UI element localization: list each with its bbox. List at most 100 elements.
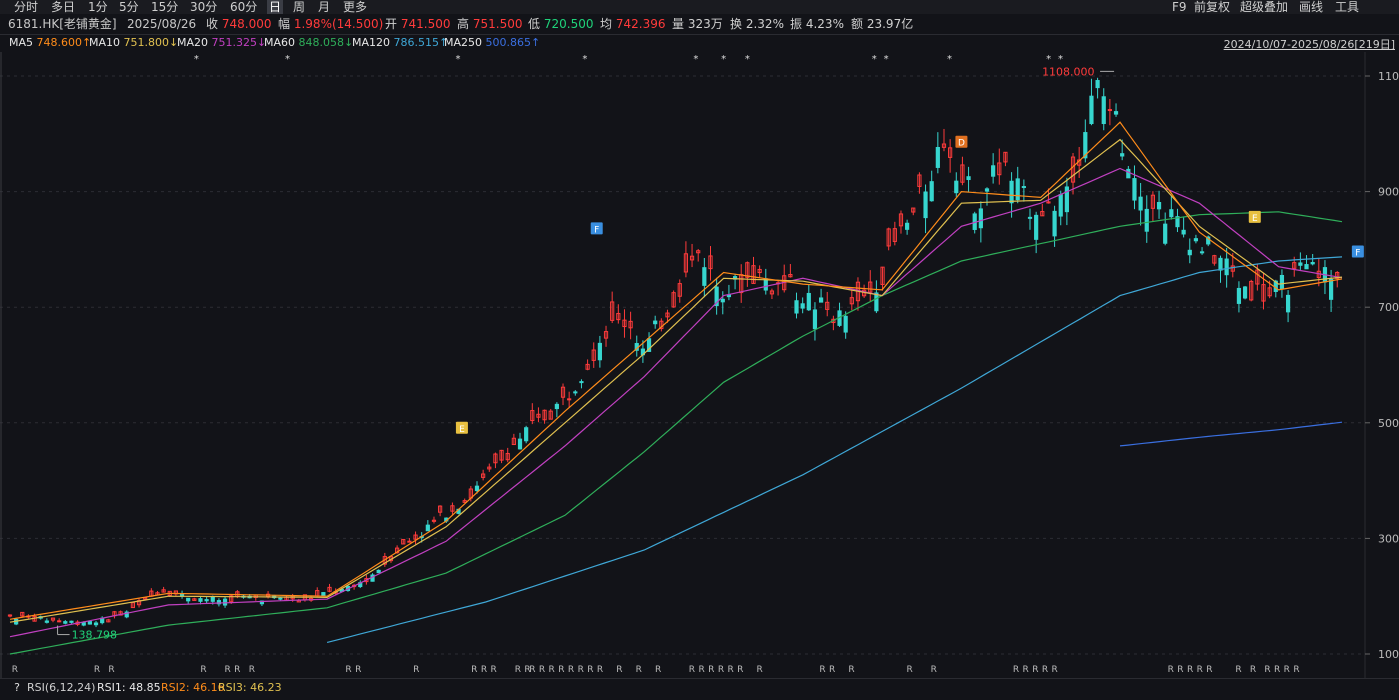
candle-body (44, 620, 49, 623)
candle-body (450, 505, 455, 512)
candle-body (941, 143, 947, 148)
candle-body (321, 592, 326, 596)
tab-monthly[interactable]: 月 (318, 0, 331, 14)
top-marker: * (285, 54, 290, 65)
candle-body (487, 466, 492, 470)
signal-label: E (459, 425, 465, 435)
tab-intraday[interactable]: 分时 (14, 0, 39, 14)
quote-date: 2025/08/26 (127, 17, 197, 31)
bottom-marker: R (94, 665, 100, 675)
candle-body (438, 505, 443, 513)
y-tick-label: 900 (1378, 186, 1399, 199)
candle-body (745, 262, 750, 278)
top-marker: * (693, 54, 698, 65)
candle-body (616, 313, 621, 321)
tab-5min[interactable]: 5分 (119, 0, 139, 14)
ma20-line (9, 167, 1343, 638)
top-marker: * (947, 54, 952, 65)
tab-30min[interactable]: 30分 (190, 0, 218, 14)
tab-daily[interactable]: 日 (267, 0, 284, 14)
signal-label: F (594, 225, 599, 235)
close-value: 748.000 (221, 17, 272, 31)
draw-button[interactable]: 画线 (1299, 0, 1324, 14)
signal-marker (590, 222, 603, 235)
candle-body (991, 165, 996, 177)
bottom-marker: R (345, 665, 351, 675)
tab-more[interactable]: 更多 (343, 0, 368, 14)
candle-body (481, 473, 486, 478)
candle-body (1138, 196, 1143, 211)
candle-body (800, 303, 805, 309)
tab-15min[interactable]: 15分 (151, 0, 179, 14)
candle-body (493, 453, 498, 464)
candle-body (794, 300, 799, 314)
candle-body (825, 301, 830, 310)
candle-body (407, 540, 412, 543)
bottom-marker: R (931, 665, 937, 675)
candle-body (1052, 210, 1057, 237)
candle-body (87, 621, 92, 625)
help-icon[interactable]: ? (14, 681, 20, 694)
tools-button[interactable]: 工具 (1335, 0, 1360, 14)
overlay-button[interactable]: 超级叠加 (1240, 0, 1289, 14)
ma5-line (9, 121, 1343, 620)
quote-info-bar: 6181.HK[老铺黄金] 2025/08/26 收 748.000 幅 1.9… (0, 15, 1399, 33)
tab-weekly[interactable]: 周 (293, 0, 306, 14)
tab-multiday[interactable]: 多日 (51, 0, 76, 14)
ma120-line (326, 256, 1343, 643)
candle-body (843, 315, 848, 333)
candle-body (573, 391, 578, 394)
indicator-name[interactable]: RSI(6,12,24) (27, 681, 96, 694)
candle-body (1206, 236, 1211, 245)
ma120-value: 786.515↑ (393, 36, 449, 49)
bottom-marker: R (1264, 665, 1270, 675)
close-label: 收 (206, 17, 219, 31)
candlestick-chart[interactable]: 100 300 500 700 900 1100 1108.000 138.798 E F D E F *… (0, 52, 1399, 678)
candle-body (911, 207, 916, 213)
candle-body (1230, 265, 1235, 272)
candle-body (1212, 255, 1217, 264)
bottom-marker: R (1032, 665, 1038, 675)
bottom-marker: R (413, 665, 419, 675)
bottom-marker: R (848, 665, 854, 675)
tab-1min[interactable]: 1分 (88, 0, 108, 14)
high-annotation: 1108.000 (1042, 65, 1095, 78)
candle-body (966, 176, 971, 181)
bottom-marker: R (1013, 665, 1019, 675)
volume-value: 323万 (687, 17, 723, 31)
amount-label: 额 (851, 17, 864, 31)
adjust-button[interactable]: 前复权 (1194, 0, 1231, 14)
bottom-marker: R (829, 665, 835, 675)
date-range[interactable]: 2024/10/07-2025/08/26[219日] (1223, 38, 1395, 51)
tab-60min[interactable]: 60分 (230, 0, 258, 14)
f9-button[interactable]: F9 (1172, 0, 1187, 14)
bottom-marker: R (558, 665, 564, 675)
ma5-value: 748.600↑ (36, 36, 92, 49)
candle-body (984, 188, 990, 192)
ma20-label: MA20 (177, 36, 209, 49)
volume-label: 量 (672, 17, 685, 31)
candle-body (757, 268, 762, 274)
bottom-marker: R (355, 665, 361, 675)
candle-body (57, 620, 62, 623)
candle-body (198, 598, 203, 602)
y-tick-label: 300 (1378, 532, 1399, 545)
bottom-marker: R (491, 665, 497, 675)
candle-body (1144, 208, 1149, 232)
candle-body (1015, 178, 1020, 201)
candle-body (671, 292, 676, 308)
bottom-marker: R (524, 665, 530, 675)
candle-body (929, 181, 934, 202)
candle-body (868, 281, 873, 293)
candle-body (960, 164, 965, 183)
bottom-marker: R (529, 665, 535, 675)
candle-body (216, 600, 222, 605)
candle-body (579, 381, 584, 384)
top-marker: * (1046, 54, 1051, 65)
top-marker: * (582, 54, 587, 65)
bottom-marker: R (597, 665, 603, 675)
ma10-label: MA10 (89, 36, 121, 49)
bottom-marker: R (578, 665, 584, 675)
candle-body (1132, 178, 1137, 201)
amplitude-label: 振 (790, 17, 803, 31)
